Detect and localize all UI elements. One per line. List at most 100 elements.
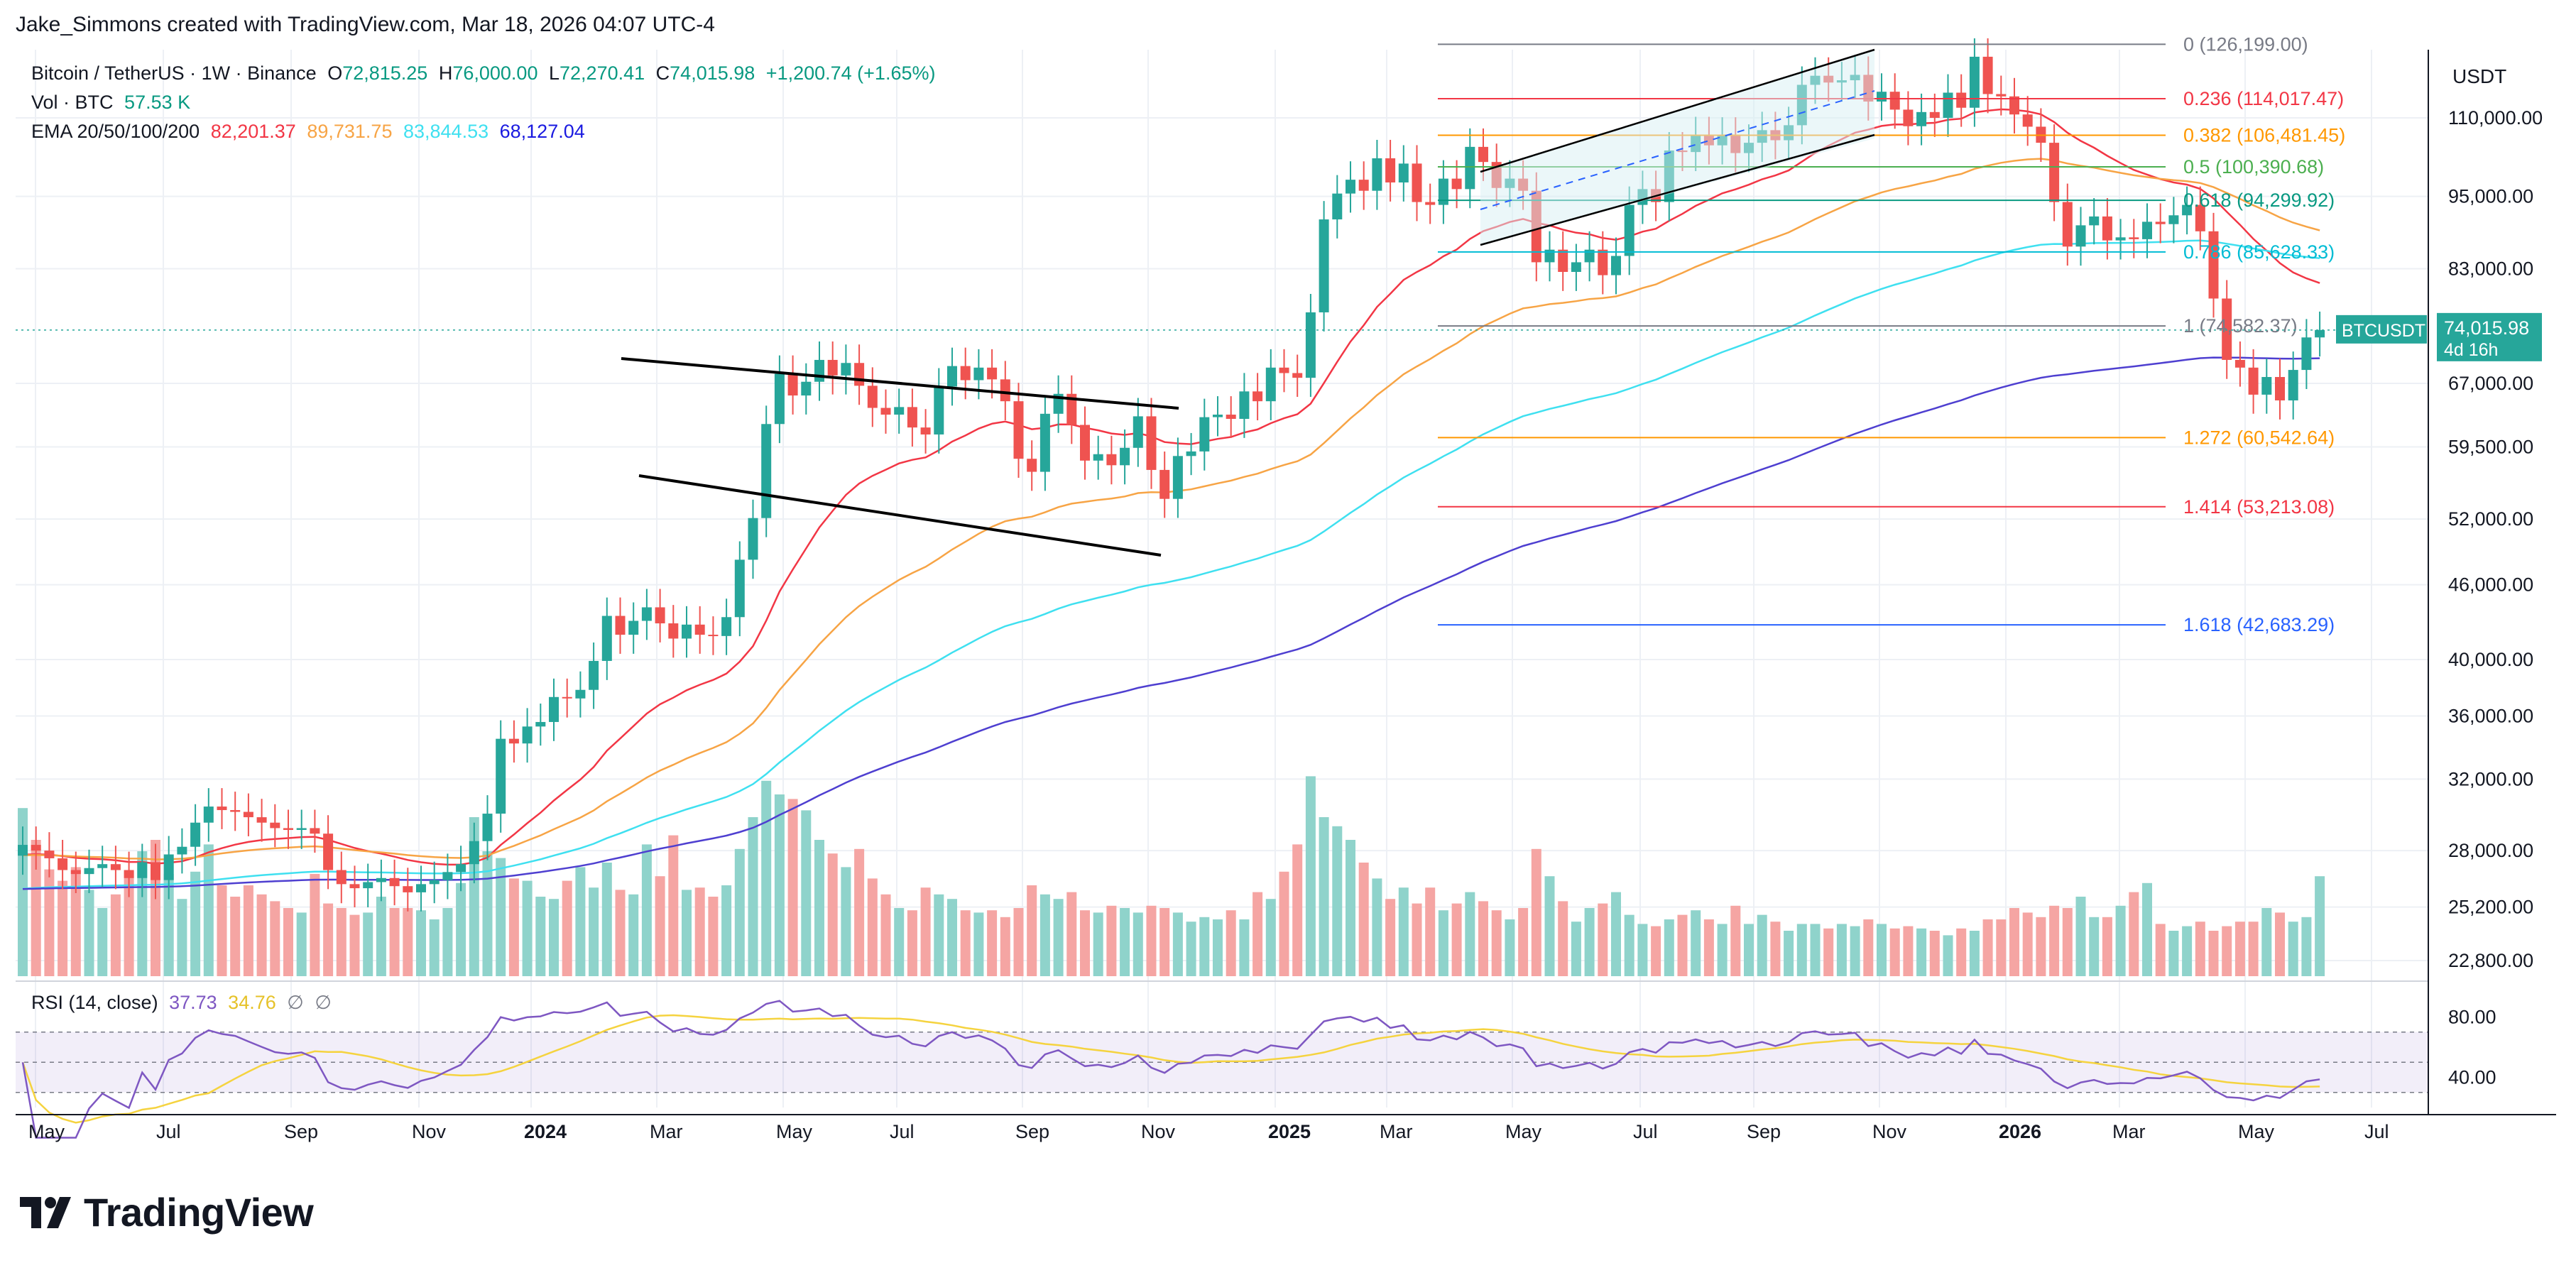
symbol-name[interactable]: Bitcoin / TetherUS · 1W · Binance	[31, 62, 317, 84]
volume-bar	[748, 817, 758, 976]
volume-bar	[310, 874, 320, 976]
candle-body	[589, 660, 599, 690]
ema-label[interactable]: EMA 20/50/100/200	[31, 121, 200, 142]
candle-body	[1611, 256, 1621, 275]
volume-bar	[1784, 931, 1794, 976]
volume-bar	[2142, 882, 2152, 976]
candle-body	[1305, 312, 1316, 378]
volume-bar	[336, 908, 346, 976]
ema200-value: 68,127.04	[499, 121, 585, 142]
volume-bar	[1744, 924, 1754, 976]
volume-bar	[2248, 922, 2259, 976]
volume-bar	[1969, 931, 1980, 976]
candle-body	[1969, 56, 1980, 108]
candle-body	[1146, 416, 1157, 470]
volume-bar	[97, 908, 108, 976]
open-value: 72,815.25	[342, 62, 428, 84]
volume-bar	[1093, 912, 1103, 976]
volume-bar	[801, 810, 812, 976]
time-axis-tick: Jul	[1633, 1121, 1658, 1142]
volume-bar	[1850, 926, 1860, 976]
candle-body	[1120, 447, 1130, 466]
candle-body	[2129, 237, 2139, 239]
candle-body	[2115, 237, 2126, 241]
candle-body	[177, 846, 187, 855]
volume-bar	[880, 894, 891, 976]
candle-body	[1226, 415, 1236, 420]
volume-bar	[2089, 917, 2100, 976]
volume-bar	[1199, 917, 1210, 976]
candle-body	[230, 810, 241, 812]
candle-body	[58, 858, 68, 870]
volume-bar	[549, 899, 559, 976]
candle-body	[1412, 163, 1422, 202]
volume-bar	[1943, 935, 1953, 976]
candle-body	[256, 817, 267, 823]
symbol-header: Bitcoin / TetherUS · 1W · Binance O72,81…	[31, 62, 941, 84]
volume-bar	[1053, 899, 1064, 976]
ema200-line	[22, 356, 2320, 890]
volume-bar	[1796, 924, 1807, 976]
ema20-line	[22, 108, 2320, 866]
fib-level-label: 1.272 (60,542.64)	[2183, 427, 2335, 448]
candle-body	[1039, 413, 1050, 472]
volume-bar	[987, 910, 998, 976]
volume-bar	[1651, 926, 1661, 976]
volume-bar	[1159, 908, 1170, 976]
rsi-header: RSI (14, close) 37.73 34.76 ∅ ∅	[31, 992, 337, 1014]
candle-body	[814, 359, 824, 382]
candle-body	[456, 864, 466, 873]
candle-body	[508, 738, 519, 744]
candle-body	[1544, 249, 1555, 263]
volume-bar	[31, 840, 41, 976]
volume-bar	[734, 848, 745, 976]
candle-body	[363, 882, 373, 889]
tradingview-logo[interactable]: TradingView	[20, 1189, 314, 1235]
volume-bar	[323, 903, 334, 976]
candle-body	[987, 367, 998, 380]
time-axis-tick: Mar	[2112, 1121, 2146, 1142]
volume-bar	[1013, 908, 1024, 976]
time-axis-tick: May	[1505, 1121, 1542, 1142]
time-axis-tick: Nov	[1872, 1121, 1907, 1142]
volume-bar	[1598, 903, 1608, 976]
volume-bar	[2102, 917, 2112, 976]
candle-body	[2248, 367, 2259, 395]
tradingview-logo-icon	[20, 1196, 71, 1228]
fib-level-label: 1.618 (42,683.29)	[2183, 614, 2335, 635]
volume-bar	[2288, 922, 2298, 976]
volume-bar	[1066, 892, 1077, 976]
candle-body	[389, 877, 400, 887]
candle-body	[376, 877, 386, 882]
fib-level-label: 0.382 (106,481.45)	[2183, 125, 2345, 146]
fib-level-label: 0.236 (114,017.47)	[2183, 88, 2344, 109]
candle-body	[801, 381, 812, 396]
ema50-value: 89,731.75	[307, 121, 393, 142]
candle-body	[18, 845, 28, 856]
volume-label[interactable]: Vol · BTC	[31, 92, 114, 113]
candle-body	[934, 386, 944, 434]
volume-bar	[1770, 922, 1781, 976]
volume-bar	[1863, 919, 1874, 976]
volume-bar	[270, 901, 280, 976]
volume-bar	[1120, 908, 1130, 976]
rsi-label[interactable]: RSI (14, close)	[31, 992, 158, 1013]
volume-bar	[628, 894, 639, 976]
volume-bar	[1398, 887, 1409, 976]
volume-bar	[1677, 914, 1688, 976]
currency-label[interactable]: USDT	[2452, 65, 2507, 87]
volume-bar	[655, 876, 665, 976]
candle-body	[2275, 377, 2285, 400]
volume-bar	[1518, 908, 1529, 976]
candle-body	[655, 607, 665, 624]
candle-body	[310, 828, 320, 834]
fib-level-label: 1 (74,582.37)	[2183, 315, 2298, 337]
volume-bar	[1372, 878, 1382, 976]
candle-body	[110, 864, 121, 870]
candle-body	[1186, 451, 1196, 456]
volume-bar	[907, 910, 917, 976]
price-axis-tick: 22,800.00	[2448, 950, 2533, 971]
volume-bar	[256, 894, 267, 976]
